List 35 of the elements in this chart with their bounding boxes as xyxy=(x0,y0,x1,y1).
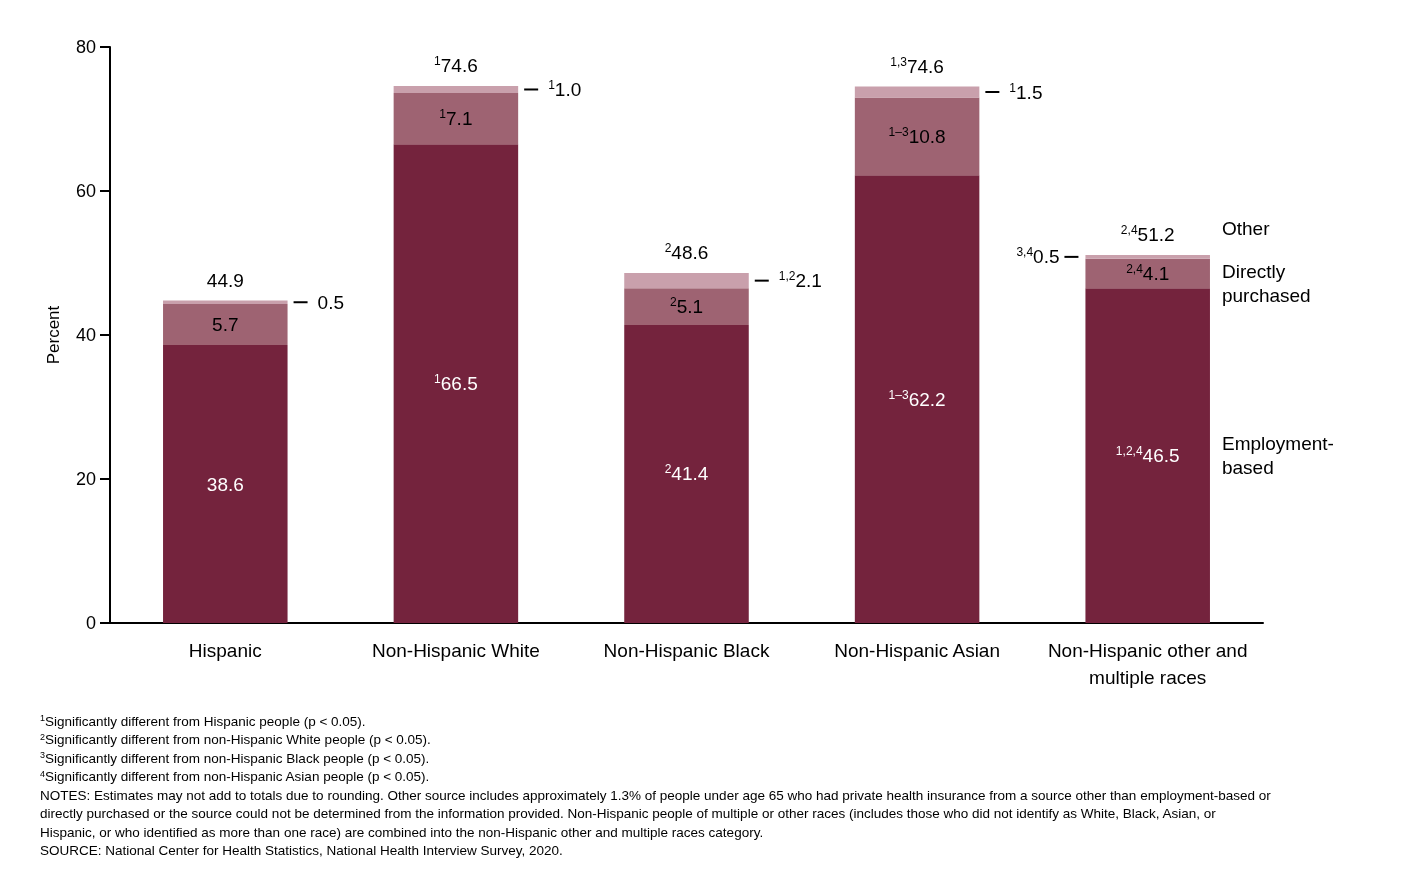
data-label: 5.7 xyxy=(212,314,239,336)
bar xyxy=(1085,288,1210,623)
bar xyxy=(854,97,980,176)
bar xyxy=(1085,258,1210,289)
total-label: 44.9 xyxy=(206,270,244,292)
bar xyxy=(1085,255,1210,259)
bar xyxy=(393,93,519,145)
bar xyxy=(163,345,288,623)
y-tick-label: 0 xyxy=(85,613,96,633)
series-label: Employment-based xyxy=(1221,433,1334,479)
data-label: 0.5 xyxy=(317,291,344,313)
x-tick-label: Non-Hispanic Black xyxy=(603,640,770,661)
bar xyxy=(393,144,519,623)
bar xyxy=(624,273,749,289)
series-label: Directly purchased xyxy=(1221,260,1311,306)
y-tick-label: 80 xyxy=(75,37,96,57)
y-tick-label: 40 xyxy=(75,325,96,345)
y-axis-title: Percent xyxy=(44,305,63,365)
bar xyxy=(163,300,288,305)
x-tick-label: Non-Hispanic Asian xyxy=(834,640,1001,661)
source-note: SOURCE: National Center for Health Statistics, National Health Interview Survey, 2020. xyxy=(40,843,563,859)
bar xyxy=(624,288,749,325)
series-label: Other xyxy=(1221,218,1271,240)
y-tick-label: 60 xyxy=(75,181,96,201)
y-tick-label: 20 xyxy=(75,469,96,489)
bar xyxy=(624,324,749,623)
x-tick-label: Non-Hispanic other and multiple races xyxy=(1047,640,1248,688)
x-tick-label: Hispanic xyxy=(188,640,262,661)
text: NOTES: Estimates may not add to totals due to rounding. Other source includes approximately 1.3% of people under age 65 who had private health insurance from a source other than employment-based or directly purchased or the source could not be determined from the information provided. Non-Hispanic people of multiple or other races (includes those who did not identify as White, Black, Asian, or Hispanic, or who identified as more than one race) are combined into the non-Hispanic other and multiple races category. xyxy=(40,787,1272,840)
bar xyxy=(854,86,980,98)
bar xyxy=(163,304,288,346)
bar xyxy=(393,85,519,94)
data-label: 38.6 xyxy=(206,473,244,495)
x-tick-label: Non-Hispanic White xyxy=(371,640,540,661)
bar xyxy=(854,175,980,623)
